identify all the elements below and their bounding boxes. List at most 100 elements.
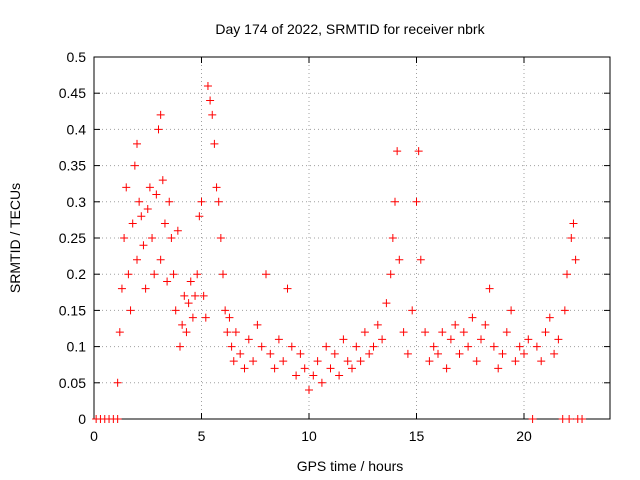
gridlines [94, 57, 610, 419]
data-point [378, 335, 387, 344]
data-point [158, 176, 167, 185]
data-point [468, 313, 477, 322]
data-point [296, 349, 305, 358]
data-point [502, 328, 511, 337]
data-point [309, 371, 318, 380]
data-point [300, 364, 309, 373]
data-point [124, 270, 133, 279]
x-tick-label: 10 [301, 428, 317, 444]
data-point [532, 342, 541, 351]
data-point [498, 349, 507, 358]
data-point [266, 349, 275, 358]
data-point [391, 197, 399, 206]
y-tick-labels: 0 0.05 0.1 0.15 0.2 0.25 0.3 0.35 0.4 0.45 0.5 [59, 49, 86, 427]
data-point [507, 306, 516, 315]
data-point [169, 270, 178, 279]
data-point [262, 270, 270, 279]
data-point [141, 284, 150, 293]
data-point [115, 328, 124, 337]
data-point [305, 386, 313, 395]
data-point [236, 349, 245, 358]
data-point [113, 378, 122, 387]
data-point [199, 291, 208, 300]
data-point [135, 197, 144, 206]
data-point [515, 342, 524, 351]
data-point [477, 335, 485, 344]
data-point [365, 349, 374, 358]
data-point [524, 335, 533, 344]
data-point [292, 371, 301, 380]
data-point [182, 328, 191, 337]
data-point [249, 357, 258, 366]
data-point [393, 147, 402, 156]
data-point [520, 349, 528, 358]
data-point [414, 147, 423, 156]
y-tick-label: 0.05 [59, 375, 86, 391]
data-point [545, 313, 554, 322]
data-point [388, 234, 397, 242]
data-point [210, 139, 219, 148]
y-tick-label: 0 [78, 411, 86, 427]
data-point [287, 342, 296, 351]
data-point [560, 306, 569, 315]
data-point [326, 364, 335, 373]
data-point [563, 270, 571, 279]
data-point [528, 415, 537, 423]
data-point [160, 219, 169, 228]
data-point [279, 357, 288, 366]
data-point [485, 284, 494, 293]
data-point [571, 255, 580, 264]
data-point [191, 291, 200, 300]
data-point [494, 364, 503, 373]
data-point [283, 284, 292, 293]
data-point [464, 342, 473, 351]
data-point [173, 226, 182, 235]
x-tick-labels: 0 5 10 15 20 [90, 428, 532, 444]
data-point [214, 197, 223, 206]
data-point [176, 342, 184, 351]
data-point [130, 161, 139, 170]
data-point [313, 357, 322, 366]
data-point [335, 371, 344, 380]
data-point [206, 96, 215, 105]
data-point [188, 313, 197, 322]
data-point [352, 342, 361, 351]
data-point [399, 328, 408, 337]
x-tick-label: 5 [198, 428, 206, 444]
data-point [434, 349, 442, 358]
data-point [156, 255, 165, 264]
data-point [223, 328, 232, 337]
data-point [403, 349, 412, 358]
data-point [382, 299, 391, 308]
data-points [92, 81, 587, 423]
data-point [253, 320, 262, 329]
data-point [322, 342, 331, 351]
data-point [212, 183, 221, 192]
data-point [416, 255, 425, 264]
x-tick-label: 0 [90, 428, 98, 444]
data-point [330, 349, 339, 358]
data-point [537, 357, 546, 366]
data-point [472, 357, 481, 366]
data-point [438, 328, 447, 337]
data-point [339, 335, 348, 344]
data-point [122, 183, 131, 192]
x-axis-label: GPS time / hours [297, 458, 404, 474]
data-point [186, 277, 195, 286]
data-point [137, 212, 146, 221]
x-tick-label: 15 [409, 428, 425, 444]
y-tick-label: 0.25 [59, 230, 86, 246]
x-tick-label: 20 [516, 428, 532, 444]
data-point [348, 364, 356, 373]
data-point [451, 320, 460, 329]
y-axis-label: SRMTID / TECUs [7, 183, 23, 293]
data-point [152, 190, 161, 199]
data-point [360, 328, 369, 337]
data-point [145, 183, 154, 192]
data-point [257, 342, 266, 351]
data-point [120, 234, 129, 242]
data-point [171, 306, 180, 315]
data-point [317, 378, 326, 387]
